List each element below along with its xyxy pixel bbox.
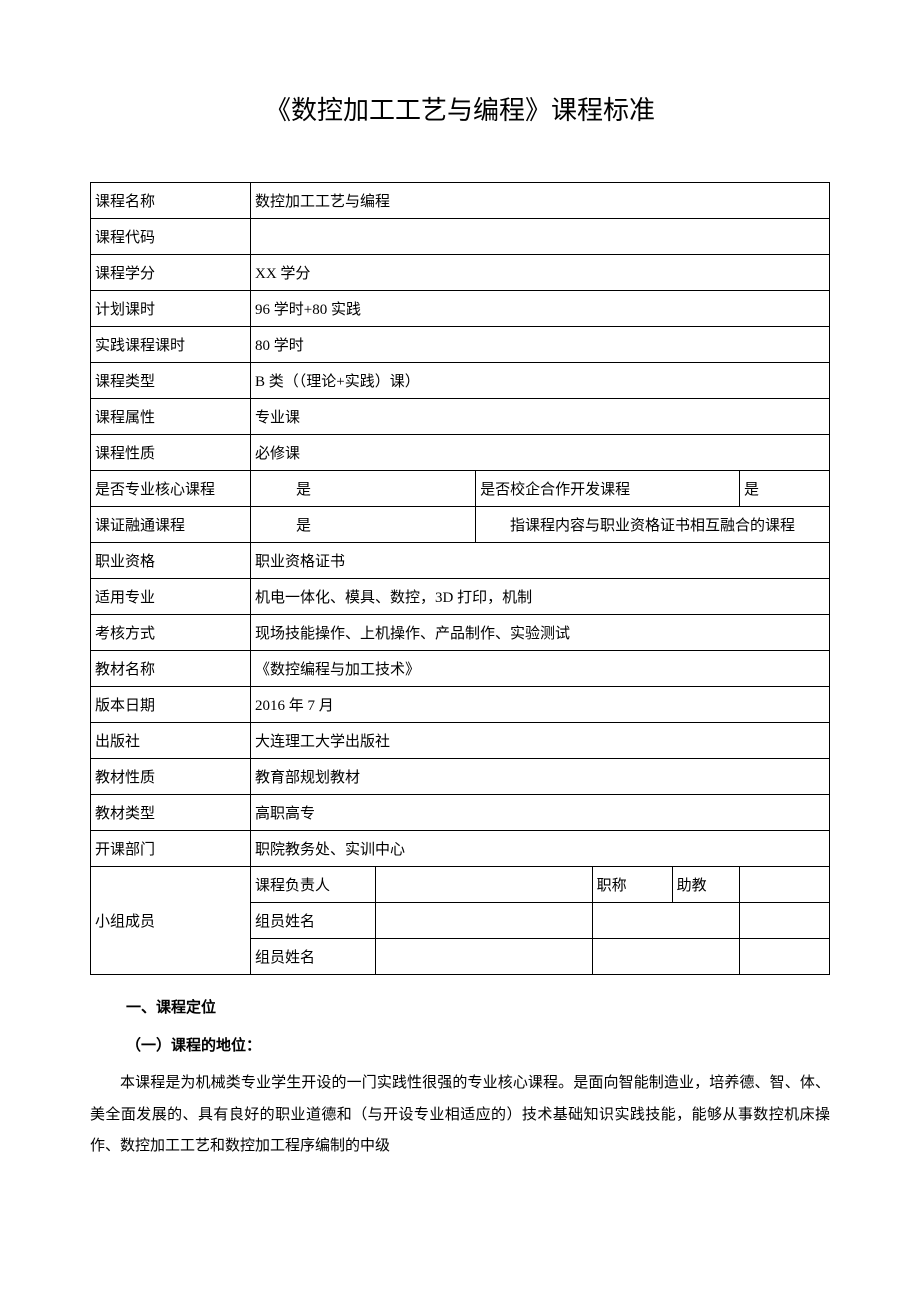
cell-value: 职院教务处、实训中心 (251, 831, 830, 867)
table-row: 教材类型 高职高专 (91, 795, 830, 831)
table-row: 课程属性 专业课 (91, 399, 830, 435)
cell-value: 数控加工工艺与编程 (251, 183, 830, 219)
heading-level-1: 一、课程定位 (90, 993, 830, 1025)
cell-value: B 类（（理论+实践）课） (251, 363, 830, 399)
table-row: 课程名称 数控加工工艺与编程 (91, 183, 830, 219)
table-row: 是否专业核心课程 是 是否校企合作开发课程 是 (91, 471, 830, 507)
table-row: 课程类型 B 类（（理论+实践）课） (91, 363, 830, 399)
cell-value: 高职高专 (251, 795, 830, 831)
table-row: 出版社 大连理工大学出版社 (91, 723, 830, 759)
cell-label: 实践课程课时 (91, 327, 251, 363)
table-row: 实践课程课时 80 学时 (91, 327, 830, 363)
cell-value (251, 219, 830, 255)
cell-value (740, 903, 830, 939)
cell-value: 职业资格证书 (251, 543, 830, 579)
cell-value: 80 学时 (251, 327, 830, 363)
table-row: 教材名称 《数控编程与加工技术》 (91, 651, 830, 687)
cell-value (376, 903, 593, 939)
table-row: 课程性质 必修课 (91, 435, 830, 471)
cell-label: 课程负责人 (251, 867, 376, 903)
cell-value (376, 939, 593, 975)
cell-label: 适用专业 (91, 579, 251, 615)
table-row: 考核方式 现场技能操作、上机操作、产品制作、实验测试 (91, 615, 830, 651)
cell-value: 是 (251, 471, 476, 507)
cell-value: 必修课 (251, 435, 830, 471)
cell-label: 职称 (592, 867, 672, 903)
cell-value: XX 学分 (251, 255, 830, 291)
cell-value: 机电一体化、模具、数控，3D 打印，机制 (251, 579, 830, 615)
cell-value (592, 903, 739, 939)
cell-label: 课程属性 (91, 399, 251, 435)
cell-label: 是否校企合作开发课程 (476, 471, 740, 507)
cell-label: 考核方式 (91, 615, 251, 651)
cell-label: 课程名称 (91, 183, 251, 219)
document-title: 《数控加工工艺与编程》课程标准 (90, 90, 830, 127)
cell-value: 专业课 (251, 399, 830, 435)
cell-value: 是 (251, 507, 476, 543)
cell-value: 大连理工大学出版社 (251, 723, 830, 759)
cell-value (740, 867, 830, 903)
cell-label: 出版社 (91, 723, 251, 759)
table-row: 计划课时 96 学时+80 实践 (91, 291, 830, 327)
paragraph: 本课程是为机械类专业学生开设的一门实践性很强的专业核心课程。是面向智能制造业，培… (90, 1068, 830, 1163)
cell-label: 小组成员 (91, 867, 251, 975)
cell-label: 教材名称 (91, 651, 251, 687)
cell-value: 教育部规划教材 (251, 759, 830, 795)
cell-label: 课程类型 (91, 363, 251, 399)
table-row: 版本日期 2016 年 7 月 (91, 687, 830, 723)
table-row: 开课部门 职院教务处、实训中心 (91, 831, 830, 867)
cell-value (376, 867, 593, 903)
cell-value (740, 939, 830, 975)
table-row: 教材性质 教育部规划教材 (91, 759, 830, 795)
cell-label: 课程性质 (91, 435, 251, 471)
course-info-table: 课程名称 数控加工工艺与编程 课程代码 课程学分 XX 学分 计划课时 96 学… (90, 182, 830, 975)
cell-desc: 指课程内容与职业资格证书相互融合的课程 (476, 507, 830, 543)
cell-label: 课证融通课程 (91, 507, 251, 543)
table-row: 职业资格 职业资格证书 (91, 543, 830, 579)
body-text: 一、课程定位 （一）课程的地位： 本课程是为机械类专业学生开设的一门实践性很强的… (90, 993, 830, 1163)
table-row: 课证融通课程 是 指课程内容与职业资格证书相互融合的课程 (91, 507, 830, 543)
cell-label: 教材性质 (91, 759, 251, 795)
table-row: 课程代码 (91, 219, 830, 255)
cell-label: 课程代码 (91, 219, 251, 255)
cell-label: 课程学分 (91, 255, 251, 291)
cell-label: 计划课时 (91, 291, 251, 327)
table-row: 适用专业 机电一体化、模具、数控，3D 打印，机制 (91, 579, 830, 615)
cell-value: 2016 年 7 月 (251, 687, 830, 723)
cell-value (592, 939, 739, 975)
cell-value: 是 (740, 471, 830, 507)
cell-label: 组员姓名 (251, 903, 376, 939)
cell-value: 助教 (672, 867, 739, 903)
table-row: 小组成员 课程负责人 职称 助教 (91, 867, 830, 903)
cell-label: 教材类型 (91, 795, 251, 831)
table-row: 课程学分 XX 学分 (91, 255, 830, 291)
cell-value: 现场技能操作、上机操作、产品制作、实验测试 (251, 615, 830, 651)
cell-label: 职业资格 (91, 543, 251, 579)
cell-label: 组员姓名 (251, 939, 376, 975)
cell-label: 开课部门 (91, 831, 251, 867)
cell-value: 96 学时+80 实践 (251, 291, 830, 327)
heading-level-2: （一）课程的地位： (90, 1031, 830, 1063)
cell-label: 是否专业核心课程 (91, 471, 251, 507)
cell-value: 《数控编程与加工技术》 (251, 651, 830, 687)
cell-label: 版本日期 (91, 687, 251, 723)
